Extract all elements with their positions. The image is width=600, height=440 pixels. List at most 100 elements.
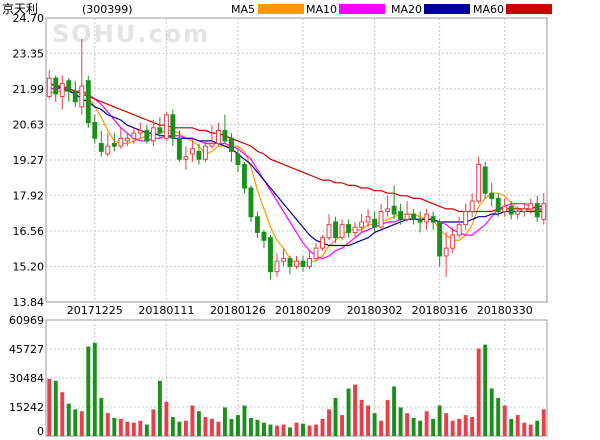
volume-bar — [509, 418, 514, 436]
candle — [163, 112, 169, 141]
candle — [92, 114, 98, 144]
candle — [118, 127, 124, 149]
date-tick-label: 20180330 — [477, 304, 533, 317]
volume-bar — [515, 415, 520, 436]
price-tick-label: 13.84 — [13, 296, 45, 309]
candle-body — [359, 221, 365, 228]
candle — [131, 127, 137, 144]
volume-bar — [268, 424, 273, 436]
candle-body — [241, 163, 247, 189]
candle — [365, 208, 371, 228]
date-tick-label: 20180302 — [347, 304, 403, 317]
price-tick-label: 24.70 — [13, 12, 45, 25]
candle — [411, 208, 417, 225]
volume-bar — [366, 405, 371, 436]
legend-label-ma20: MA20 — [391, 3, 422, 16]
candle — [320, 235, 325, 251]
date-tick-label: 20180316 — [412, 304, 468, 317]
candle — [248, 185, 254, 222]
candle — [430, 211, 436, 230]
volume-axis: 60969 45727 30484 15242 0 — [9, 314, 44, 438]
candle-body — [333, 221, 338, 239]
candle-body — [215, 129, 221, 145]
candle — [196, 143, 202, 165]
candle-body — [222, 129, 228, 142]
volume-bar — [79, 411, 84, 436]
candle — [391, 185, 397, 220]
candle-body — [424, 213, 430, 223]
candle-body — [137, 129, 143, 134]
volume-bar — [431, 418, 436, 436]
volume-bar — [157, 380, 162, 436]
candle — [352, 221, 358, 238]
volume-bar — [541, 409, 546, 436]
candle-body — [53, 77, 59, 95]
candle — [424, 208, 430, 230]
volume-bar — [151, 409, 156, 436]
candle — [443, 232, 449, 277]
candle-body — [437, 221, 443, 257]
volume-bar — [333, 397, 338, 436]
volume-bar — [489, 388, 494, 436]
candle-body — [176, 137, 182, 160]
volume-tick-label: 30484 — [9, 372, 44, 385]
candle — [307, 250, 312, 270]
candle — [183, 146, 189, 170]
candle-body — [313, 247, 319, 260]
volume-tick-label: 60969 — [9, 314, 44, 327]
volume-bar — [327, 409, 331, 436]
volume-bar — [294, 422, 299, 436]
volume-bar — [424, 411, 429, 436]
candle-body — [404, 213, 410, 220]
candle — [482, 161, 488, 199]
candle — [489, 182, 495, 207]
volume-bar — [47, 378, 52, 436]
candle-body — [482, 166, 488, 194]
legend-swatch-ma10 — [339, 4, 385, 14]
volume-bar — [170, 416, 175, 436]
volume-bar — [372, 413, 377, 436]
volume-bar — [177, 421, 182, 436]
price-tick-label: 23.35 — [13, 47, 45, 60]
candle — [137, 122, 143, 139]
volume-bar — [301, 423, 305, 436]
volume-bar — [112, 417, 117, 436]
volume-bar — [99, 397, 104, 436]
candle-body — [46, 77, 52, 97]
candle-body — [196, 150, 202, 160]
candle-body — [281, 258, 286, 262]
volume-bar — [535, 420, 540, 436]
volume-tick-label: 45727 — [9, 343, 44, 356]
candle — [170, 109, 176, 147]
legend-swatch-ma60 — [506, 4, 552, 14]
candle — [508, 201, 514, 220]
candle — [157, 117, 163, 139]
candle-body — [430, 216, 436, 223]
candle-body — [515, 211, 521, 215]
volume-bar — [405, 413, 410, 436]
candle-body — [326, 224, 332, 239]
legend-swatch-ma20 — [424, 4, 470, 14]
moving-average-lines — [49, 82, 544, 265]
candle-body — [261, 231, 267, 241]
candle-body — [59, 82, 65, 97]
volume-bar — [496, 397, 501, 436]
ma-line-ma10 — [49, 87, 544, 260]
ma-legend: MA5 MA10 MA20 MA60 — [231, 3, 552, 16]
candle-body — [255, 216, 260, 233]
date-tick-label: 20180126 — [210, 304, 266, 317]
candle-body — [417, 218, 423, 223]
price-tick-label: 19.27 — [13, 154, 45, 167]
volume-bar — [125, 421, 130, 436]
candle — [144, 125, 150, 144]
candle — [326, 214, 332, 241]
volume-bar — [359, 399, 364, 436]
candle — [300, 255, 306, 272]
candle-body — [163, 114, 169, 139]
candle-body — [111, 143, 117, 147]
candle — [333, 216, 338, 243]
candle — [66, 78, 72, 102]
legend-label-ma60: MA60 — [473, 3, 504, 16]
candle-body — [248, 187, 254, 218]
